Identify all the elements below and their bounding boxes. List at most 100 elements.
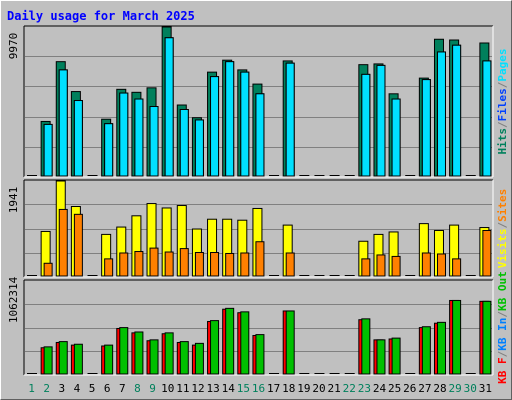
x-tick-label: 7 (119, 382, 126, 395)
kbout-bar (194, 342, 204, 375)
x-tick-label: 29 (449, 382, 462, 395)
sites-bar (452, 258, 462, 277)
x-tick-label: 23 (358, 382, 371, 395)
kbout-bar (452, 299, 462, 375)
sites-bar (421, 252, 431, 277)
x-tick-label: 11 (176, 382, 189, 395)
kbout-bar (436, 321, 446, 375)
kbout-bar (58, 341, 68, 375)
sites-bar (179, 248, 189, 277)
pages-bar (179, 108, 189, 177)
kbout-bar (134, 331, 144, 375)
pages-bar (225, 61, 235, 177)
sites-bar (149, 247, 159, 277)
sites-bar (240, 252, 250, 277)
visits-bar (27, 275, 37, 276)
sites-bar (119, 252, 129, 277)
kbf-bar (27, 373, 37, 374)
visits-bar (344, 275, 355, 276)
legend-entry: / (496, 81, 509, 88)
x-tick-label: 1 (28, 382, 35, 395)
kbout-bar (43, 346, 53, 375)
x-tick-label: 26 (403, 382, 416, 395)
sites-bar (285, 252, 295, 277)
kbout-bar (119, 327, 129, 375)
pages-bar (285, 62, 295, 177)
kbout-bar (104, 344, 114, 375)
kbout-bar (225, 307, 235, 375)
kbf-bar (269, 373, 280, 374)
kbf-bar (299, 373, 310, 374)
visits-bar (405, 275, 416, 276)
pages-bar (391, 98, 401, 177)
hits-bar (344, 175, 355, 176)
kbout-bar (255, 334, 265, 375)
x-tick-label: 4 (74, 382, 81, 395)
sites-bar (255, 241, 265, 277)
visits-bar (314, 275, 325, 276)
pages-bar (43, 123, 53, 177)
legend-entry: / (496, 121, 509, 128)
kbf-bar (87, 373, 98, 374)
sites-bar (164, 251, 174, 277)
x-tick-label: 19 (297, 382, 310, 395)
pages-bar (361, 73, 371, 177)
legend-entry: KB Out (496, 271, 509, 311)
legend-entry: KB In (496, 318, 509, 351)
x-tick-label: 16 (252, 382, 265, 395)
sites-bar (210, 252, 220, 277)
kbf-bar (314, 373, 325, 374)
kbout-bar (73, 343, 83, 375)
legend-label: Hits/Files/Pages (496, 49, 509, 155)
kbout-bar (210, 320, 220, 375)
hits-bar (465, 175, 476, 176)
kbf-bar (344, 373, 355, 374)
pages-bar (194, 119, 204, 177)
x-axis-labels: 1 2 3 4 5 6 7 8 9 10 11 12 13 14 15 16 17 18 19 20 21 22 23 24 2… (28, 382, 492, 395)
x-tick-label: 3 (59, 382, 66, 395)
x-tick-label: 28 (433, 382, 446, 395)
sites-bar (376, 254, 386, 277)
x-tick-label: 2 (43, 382, 50, 395)
x-tick-label: 5 (89, 382, 96, 395)
legend-entry: Hits (496, 128, 509, 155)
kbout-bar (421, 326, 431, 375)
kbout-bar (391, 337, 401, 375)
x-tick-label: 13 (206, 382, 219, 395)
legend-entry: Pages (496, 49, 509, 82)
hits-bar (87, 175, 98, 176)
sites-bar (225, 252, 235, 277)
hits-bar (314, 175, 325, 176)
legend-entry: / (496, 311, 509, 318)
sites-bar (43, 262, 53, 277)
visits-bar (299, 275, 310, 276)
x-tick-label: 30 (464, 382, 477, 395)
sites-bar (436, 253, 446, 277)
kbout-bar (376, 339, 386, 375)
x-tick-label: 25 (388, 382, 401, 395)
legend-entry: Visits (496, 229, 509, 269)
y-max-label: 1062314 (7, 276, 20, 323)
pages-bar (58, 69, 68, 177)
pages-bar (164, 37, 174, 177)
x-tick-label: 17 (267, 382, 280, 395)
legend-entry: Sites (496, 189, 509, 222)
pages-bar (134, 98, 144, 177)
hits-bar (329, 175, 340, 176)
x-tick-label: 9 (149, 382, 156, 395)
legend-label: Visits/Sites (496, 189, 509, 269)
pages-bar (452, 44, 462, 177)
pages-bar (73, 100, 83, 177)
kbf-bar (329, 373, 340, 374)
x-tick-label: 10 (161, 382, 174, 395)
legend-entry: KB F (496, 357, 509, 384)
pages-bar (255, 93, 265, 177)
x-tick-label: 22 (343, 382, 356, 395)
sites-bar (361, 258, 371, 277)
sites-bar (194, 252, 204, 277)
x-tick-label: 27 (418, 382, 431, 395)
hits-bar (405, 175, 416, 176)
kbout-bar (482, 300, 492, 375)
